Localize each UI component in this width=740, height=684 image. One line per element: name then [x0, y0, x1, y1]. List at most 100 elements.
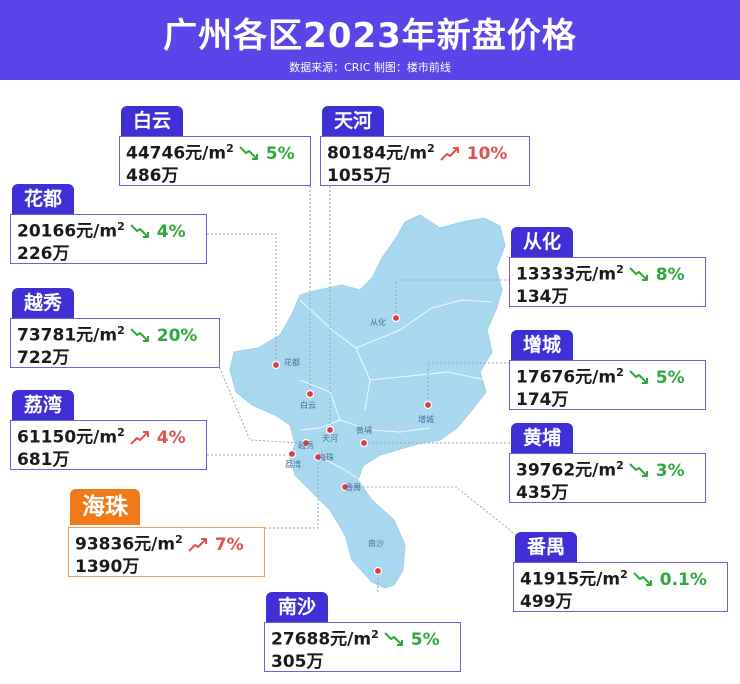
- district-card-panyu: 41915元/m2 0.1% 499万: [513, 562, 728, 612]
- district-tag-haizhu: 海珠: [70, 489, 140, 525]
- leader-lines: [206, 154, 517, 592]
- district-tag-tianhe: 天河: [322, 106, 385, 136]
- marker-conghua: [391, 313, 401, 323]
- map-label-nansha: 南沙: [368, 538, 384, 548]
- marker-tianhe: [325, 425, 335, 435]
- price-row-conghua: 13333元/m2 8%: [516, 259, 699, 286]
- trend-down-arrow-icon: [629, 369, 648, 384]
- total-liwan: 681万: [17, 449, 70, 470]
- marker-zengcheng: [423, 400, 433, 410]
- total-yuexiu: 722万: [17, 347, 70, 368]
- leader-line-panyu: [345, 486, 517, 536]
- price-liwan: 61150元/m: [17, 427, 118, 448]
- leader-line-yuexiu: [206, 337, 301, 444]
- price-haizhu: 93836元/m: [75, 534, 176, 555]
- map-district-labels: 从化 花都 白云 增城 天河 黄埔 越秀 荔湾 海珠 番禺 南沙: [284, 317, 434, 548]
- marker-baiyun: [305, 389, 315, 399]
- unit-sup-conghua: 2: [616, 263, 624, 276]
- arrow-shape: [188, 537, 207, 552]
- trend-down-arrow-icon: [130, 223, 149, 238]
- district-card-huadu: 20166元/m2 4% 226万: [10, 214, 207, 264]
- district-card-conghua: 13333元/m2 8% 134万: [509, 257, 706, 307]
- price-zengcheng: 17676元/m: [516, 367, 617, 388]
- district-tag-panyu: 番禺: [515, 532, 578, 562]
- price-row-tianhe: 80184元/m2 10%: [327, 138, 523, 165]
- total-tianhe: 1055万: [327, 165, 392, 186]
- map-label-liwan: 荔湾: [285, 459, 301, 469]
- map-label-conghua: 从化: [370, 317, 386, 327]
- marker-haizhu: [313, 452, 323, 462]
- trend-up-arrow-icon: [188, 537, 207, 552]
- price-tianhe: 80184元/m: [327, 143, 428, 164]
- district-card-baiyun: 44746元/m2 5% 486万: [119, 136, 311, 186]
- arrow-shape: [130, 430, 149, 445]
- price-row-huadu: 20166元/m2 4%: [17, 216, 200, 243]
- trend-up-arrow-icon: [130, 430, 149, 445]
- marker-panyu: [340, 482, 350, 492]
- price-huangpu: 39762元/m: [516, 460, 617, 481]
- map-label-panyu: 番禺: [345, 482, 361, 492]
- price-row-huangpu: 39762元/m2 3%: [516, 455, 699, 482]
- district-tag-huadu: 花都: [12, 184, 75, 214]
- price-row-baiyun: 44746元/m2 5%: [126, 138, 304, 165]
- arrow-shape: [629, 462, 648, 477]
- district-card-tianhe: 80184元/m2 10% 1055万: [320, 136, 530, 186]
- marker-nansha: [373, 566, 383, 576]
- trend-down-arrow-icon: [130, 327, 149, 342]
- unit-sup-yuexiu: 2: [117, 324, 125, 337]
- district-tag-liwan: 荔湾: [12, 390, 75, 420]
- arrow-shape: [384, 631, 403, 646]
- leader-line-conghua: [395, 279, 510, 318]
- change-baiyun: 5%: [265, 143, 295, 164]
- unit-sup-liwan: 2: [117, 426, 125, 439]
- data-source-note: 数据来源：CRIC 制图：楼市前线: [289, 61, 451, 74]
- district-tag-baiyun: 白云: [121, 106, 184, 136]
- map-label-yuexiu: 越秀: [298, 440, 314, 450]
- map-markers: [271, 313, 433, 576]
- change-zengcheng: 5%: [655, 367, 685, 388]
- change-tianhe: 10%: [466, 143, 508, 164]
- district-tag-yuexiu: 越秀: [12, 288, 75, 318]
- leader-line-haizhu: [265, 457, 319, 529]
- total-haizhu: 1390万: [75, 556, 140, 577]
- price-panyu: 41915元/m: [520, 569, 621, 590]
- district-card-yuexiu: 73781元/m2 20% 722万: [10, 318, 220, 368]
- price-row-zengcheng: 17676元/m2 5%: [516, 362, 699, 389]
- change-conghua: 8%: [655, 264, 685, 285]
- marker-liwan: [287, 449, 297, 459]
- marker-yuexiu: [301, 438, 311, 448]
- district-card-haizhu: 93836元/m2 7% 1390万: [68, 527, 265, 577]
- trend-down-arrow-icon: [633, 571, 652, 586]
- trend-down-arrow-icon: [239, 145, 258, 160]
- unit-sup-baiyun: 2: [226, 142, 234, 155]
- unit-sup-tianhe: 2: [427, 142, 435, 155]
- map-label-huangpu: 黄埔: [356, 425, 372, 435]
- change-huangpu: 3%: [655, 460, 685, 481]
- arrow-shape: [629, 266, 648, 281]
- price-baiyun: 44746元/m: [126, 143, 227, 164]
- change-nansha: 5%: [410, 629, 440, 650]
- page-title: 广州各区2023年新盘价格: [163, 16, 577, 56]
- unit-sup-nansha: 2: [371, 628, 379, 641]
- map-label-haizhu: 海珠: [318, 452, 334, 462]
- trend-down-arrow-icon: [629, 462, 648, 477]
- price-row-yuexiu: 73781元/m2 20%: [17, 320, 213, 347]
- total-huangpu: 435万: [516, 482, 569, 503]
- leader-line-zengcheng: [427, 362, 510, 405]
- leader-line-huadu: [207, 233, 277, 365]
- unit-sup-huangpu: 2: [616, 459, 624, 472]
- change-yuexiu: 20%: [156, 325, 198, 346]
- total-conghua: 134万: [516, 286, 569, 307]
- district-card-zengcheng: 17676元/m2 5% 174万: [509, 360, 706, 410]
- header-bar: 广州各区2023年新盘价格 数据来源：CRIC 制图：楼市前线: [0, 0, 740, 80]
- price-huadu: 20166元/m: [17, 221, 118, 242]
- map-label-zengcheng: 增城: [418, 414, 434, 424]
- map-label-tianhe: 天河: [322, 433, 338, 443]
- map-label-huadu: 花都: [284, 357, 300, 367]
- district-tag-zengcheng: 增城: [511, 330, 574, 360]
- unit-sup-panyu: 2: [620, 568, 628, 581]
- change-liwan: 4%: [156, 427, 186, 448]
- total-baiyun: 486万: [126, 165, 179, 186]
- change-huadu: 4%: [156, 221, 186, 242]
